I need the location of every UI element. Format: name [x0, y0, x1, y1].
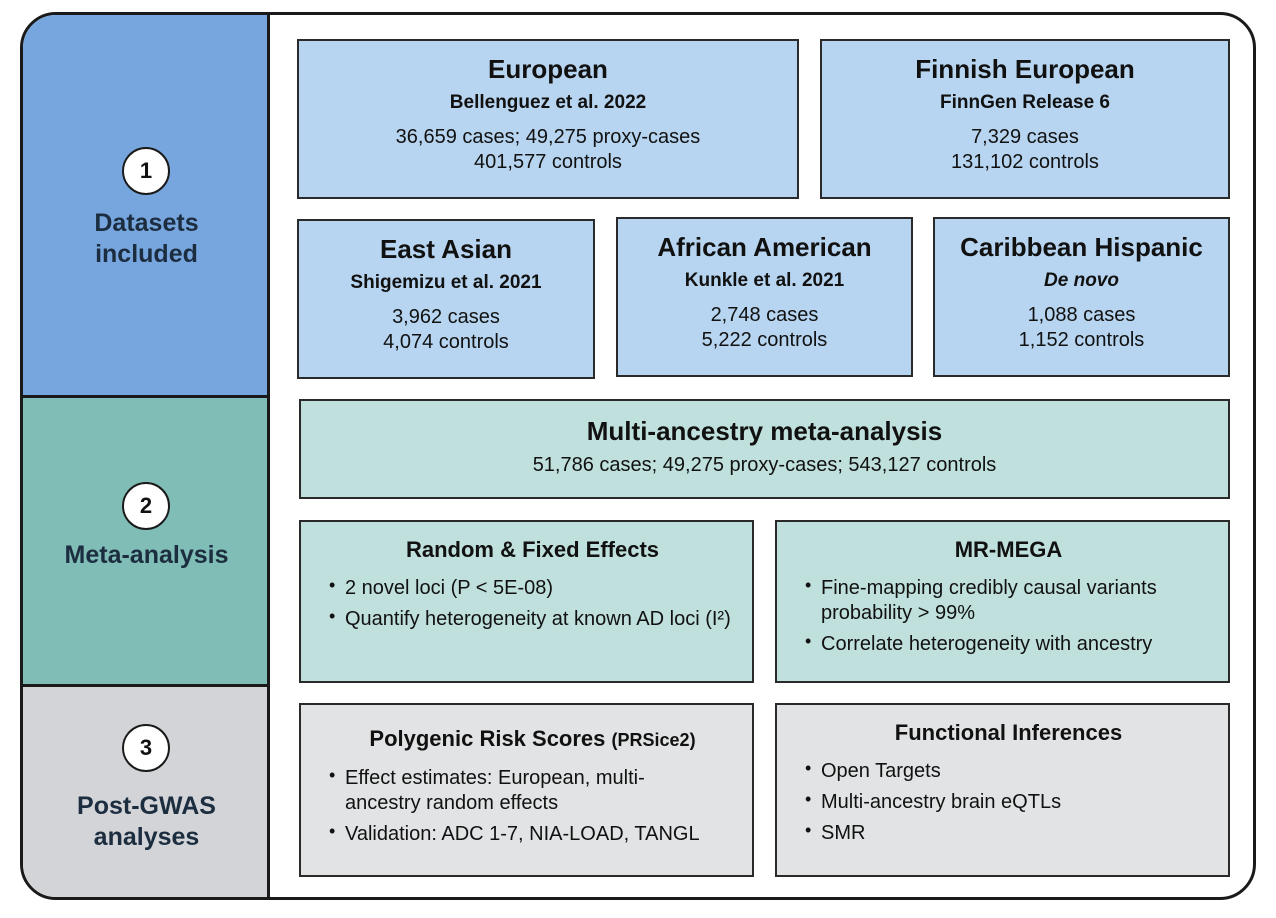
dataset-controls: 1,152 controls	[1018, 329, 1145, 351]
functional-inferences-box: Functional Inferences Open Targets Multi…	[775, 703, 1230, 877]
list-item: Open Targets	[803, 756, 1214, 784]
dataset-source: FinnGen Release 6	[939, 92, 1110, 113]
workflow-frame: 1 Datasets included 2 Meta-analysis 3 Po…	[20, 12, 1256, 900]
list-item: Validation: ADC 1-7, NIA-LOAD, TANGL	[327, 819, 738, 847]
meta-analysis-title: Multi-ancestry meta-analysis	[586, 416, 943, 446]
dataset-title: East Asian	[380, 234, 512, 264]
stage-3-number: 3	[122, 724, 170, 772]
prs-box: Polygenic Risk Scores (PRSice2) Effect e…	[299, 703, 754, 877]
prs-title-suffix: (PRSice2)	[611, 730, 696, 750]
mr-mega-list: Fine-mapping credibly causal variants pr…	[803, 573, 1214, 657]
list-item: Quantify heterogeneity at known AD loci …	[327, 604, 738, 632]
dataset-east-asian: East Asian Shigemizu et al. 2021 3,962 c…	[297, 219, 595, 379]
dataset-controls: 401,577 controls	[474, 151, 622, 173]
prs-list: Effect estimates: European, multi-ancest…	[327, 763, 738, 847]
meta-analysis-summary: Multi-ancestry meta-analysis 51,786 case…	[299, 399, 1230, 499]
random-fixed-effects-box: Random & Fixed Effects 2 novel loci (P <…	[299, 520, 754, 683]
stage-1-label: Datasets included	[94, 209, 199, 268]
dataset-caribbean-hispanic: Caribbean Hispanic De novo 1,088 cases 1…	[933, 217, 1230, 377]
dataset-title: European	[488, 54, 608, 84]
dataset-cases: 7,329 cases	[971, 126, 1079, 148]
list-item: 2 novel loci (P < 5E-08)	[327, 573, 738, 601]
mr-mega-box: MR-MEGA Fine-mapping credibly causal var…	[775, 520, 1230, 683]
stage-2-number: 2	[122, 482, 170, 530]
stage-1-number: 1	[122, 147, 170, 195]
dataset-cases: 1,088 cases	[1027, 304, 1136, 326]
dataset-source: De novo	[1044, 270, 1119, 291]
dataset-source: Kunkle et al. 2021	[684, 270, 845, 291]
mr-mega-title: MR-MEGA	[954, 537, 1063, 562]
dataset-controls: 5,222 controls	[701, 329, 828, 351]
prs-title-row: Polygenic Risk Scores (PRSice2)	[327, 725, 738, 754]
dataset-cases: 3,962 cases	[392, 306, 500, 328]
stage-2-label: Meta-analysis	[64, 541, 229, 569]
dataset-finnish-european: Finnish European FinnGen Release 6 7,329…	[820, 39, 1230, 199]
random-fixed-list: 2 novel loci (P < 5E-08) Quantify hetero…	[327, 573, 738, 632]
dataset-source: Bellenguez et al. 2022	[449, 92, 647, 113]
dataset-controls: 131,102 controls	[951, 151, 1099, 173]
meta-analysis-stats: 51,786 cases; 49,275 proxy-cases; 543,12…	[532, 454, 997, 476]
random-fixed-title: Random & Fixed Effects	[405, 537, 660, 562]
dataset-african-american: African American Kunkle et al. 2021 2,74…	[616, 217, 913, 377]
functional-title: Functional Inferences	[894, 720, 1123, 745]
dataset-title: Caribbean Hispanic	[960, 232, 1203, 262]
stage-3-panel: 3 Post-GWAS analyses	[23, 687, 270, 897]
dataset-european: European Bellenguez et al. 2022 36,659 c…	[297, 39, 799, 199]
stage-3-label: Post-GWAS analyses	[77, 792, 216, 851]
prs-title: Polygenic Risk Scores	[369, 726, 606, 751]
stage-1-panel: 1 Datasets included	[23, 15, 270, 398]
list-item: Correlate heterogeneity with ancestry	[803, 629, 1214, 657]
dataset-cases: 36,659 cases; 49,275 proxy-cases	[395, 126, 701, 148]
list-item: Multi-ancestry brain eQTLs	[803, 787, 1214, 815]
stage-2-panel: 2 Meta-analysis	[23, 398, 270, 687]
dataset-title: African American	[657, 232, 872, 262]
list-item: SMR	[803, 818, 1214, 846]
dataset-title: Finnish European	[915, 54, 1135, 84]
list-item: Fine-mapping credibly causal variants pr…	[803, 573, 1214, 626]
dataset-source: Shigemizu et al. 2021	[350, 272, 542, 293]
dataset-cases: 2,748 cases	[710, 304, 819, 326]
list-item: Effect estimates: European, multi-ancest…	[327, 763, 738, 816]
dataset-controls: 4,074 controls	[383, 331, 509, 353]
functional-list: Open Targets Multi-ancestry brain eQTLs …	[803, 756, 1214, 846]
